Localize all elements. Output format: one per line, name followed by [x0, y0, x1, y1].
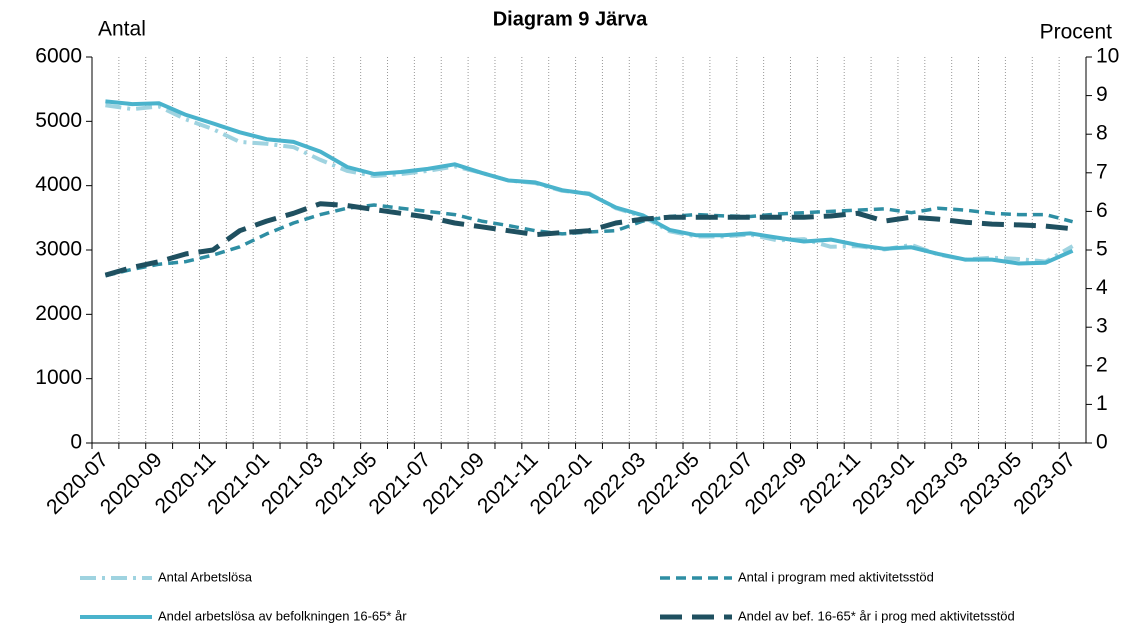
- y-tick-label: 3000: [35, 238, 82, 261]
- legend-label: Antal i program med aktivitetsstöd: [738, 569, 934, 584]
- legend-label: Antal Arbetslösa: [158, 569, 253, 584]
- legend-label: Andel arbetslösa av befolkningen 16-65* …: [158, 608, 407, 623]
- y2-tick-label: 4: [1096, 276, 1108, 299]
- y2-tick-label: 3: [1096, 315, 1108, 338]
- y-tick-label: 4000: [35, 173, 82, 196]
- y-tick-label: 2000: [35, 302, 82, 325]
- y2-tick-label: 8: [1096, 122, 1108, 145]
- y2-tick-label: 7: [1096, 160, 1108, 183]
- y2-tick-label: 9: [1096, 83, 1108, 106]
- y-tick-label: 6000: [35, 45, 82, 68]
- y2-tick-label: 1: [1096, 392, 1108, 415]
- y2-tick-label: 10: [1096, 45, 1119, 68]
- chart-title: Diagram 9 Järva: [493, 8, 648, 30]
- y-tick-label: 0: [70, 431, 82, 454]
- y2-axis-label: Procent: [1040, 21, 1113, 44]
- series-line: [104, 203, 1074, 278]
- y2-tick-label: 0: [1096, 431, 1108, 454]
- series-line: [105, 99, 1074, 266]
- series-line: [104, 201, 1073, 278]
- legend-label: Andel av bef. 16-65* år i prog med aktiv…: [738, 608, 1015, 623]
- y2-tick-label: 2: [1096, 353, 1108, 376]
- y2-tick-label: 5: [1096, 238, 1108, 261]
- y-tick-label: 1000: [35, 366, 82, 389]
- series-line: [105, 103, 1074, 264]
- y-axis-label: Antal: [98, 18, 146, 41]
- y-tick-label: 5000: [35, 109, 82, 132]
- y2-tick-label: 6: [1096, 199, 1108, 222]
